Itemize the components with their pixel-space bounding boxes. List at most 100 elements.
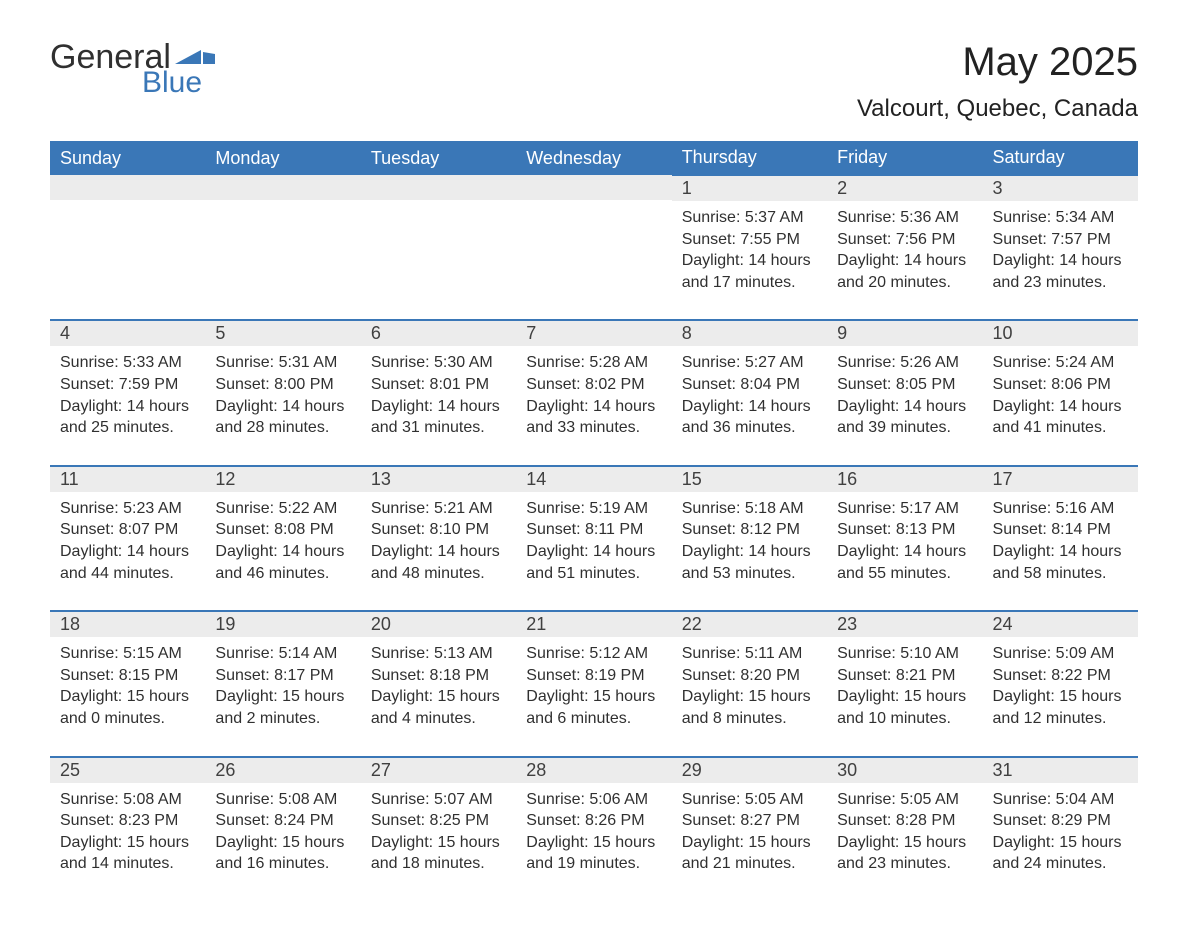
daylight-line1: Daylight: 14 hours	[371, 541, 506, 563]
sunset-text: Sunset: 8:10 PM	[371, 519, 506, 541]
daylight-line2: and 25 minutes.	[60, 417, 195, 439]
calendar-day-cell: 16Sunrise: 5:17 AMSunset: 8:13 PMDayligh…	[827, 466, 982, 611]
daylight-line1: Daylight: 14 hours	[993, 396, 1128, 418]
daylight-line1: Daylight: 14 hours	[682, 541, 817, 563]
weekday-header: Tuesday	[361, 141, 516, 175]
day-number: 4	[50, 321, 205, 346]
day-body: Sunrise: 5:19 AMSunset: 8:11 PMDaylight:…	[516, 492, 671, 610]
sunrise-text: Sunrise: 5:06 AM	[526, 789, 661, 811]
day-number: 14	[516, 467, 671, 492]
day-body: Sunrise: 5:07 AMSunset: 8:25 PMDaylight:…	[361, 783, 516, 901]
sunrise-text: Sunrise: 5:05 AM	[837, 789, 972, 811]
day-body: Sunrise: 5:08 AMSunset: 8:23 PMDaylight:…	[50, 783, 205, 901]
calendar-day-cell: 12Sunrise: 5:22 AMSunset: 8:08 PMDayligh…	[205, 466, 360, 611]
daylight-line2: and 6 minutes.	[526, 708, 661, 730]
empty-daynum-bar	[50, 175, 205, 200]
daylight-line2: and 24 minutes.	[993, 853, 1128, 875]
daylight-line2: and 28 minutes.	[215, 417, 350, 439]
day-body: Sunrise: 5:16 AMSunset: 8:14 PMDaylight:…	[983, 492, 1138, 610]
day-body: Sunrise: 5:11 AMSunset: 8:20 PMDaylight:…	[672, 637, 827, 755]
daylight-line2: and 20 minutes.	[837, 272, 972, 294]
day-number: 7	[516, 321, 671, 346]
daylight-line2: and 21 minutes.	[682, 853, 817, 875]
calendar-day-cell: 9Sunrise: 5:26 AMSunset: 8:05 PMDaylight…	[827, 320, 982, 465]
sunrise-text: Sunrise: 5:28 AM	[526, 352, 661, 374]
day-number: 6	[361, 321, 516, 346]
sunrise-text: Sunrise: 5:31 AM	[215, 352, 350, 374]
day-number: 20	[361, 612, 516, 637]
daylight-line2: and 41 minutes.	[993, 417, 1128, 439]
daylight-line2: and 17 minutes.	[682, 272, 817, 294]
day-body: Sunrise: 5:13 AMSunset: 8:18 PMDaylight:…	[361, 637, 516, 755]
sunset-text: Sunset: 8:11 PM	[526, 519, 661, 541]
calendar-day-cell: 30Sunrise: 5:05 AMSunset: 8:28 PMDayligh…	[827, 757, 982, 901]
sunset-text: Sunset: 8:29 PM	[993, 810, 1128, 832]
sunset-text: Sunset: 8:25 PM	[371, 810, 506, 832]
sunrise-text: Sunrise: 5:36 AM	[837, 207, 972, 229]
day-number: 17	[983, 467, 1138, 492]
sunrise-text: Sunrise: 5:11 AM	[682, 643, 817, 665]
daylight-line2: and 19 minutes.	[526, 853, 661, 875]
day-number: 19	[205, 612, 360, 637]
daylight-line1: Daylight: 14 hours	[60, 541, 195, 563]
sunrise-text: Sunrise: 5:26 AM	[837, 352, 972, 374]
day-number: 31	[983, 758, 1138, 783]
sunset-text: Sunset: 8:08 PM	[215, 519, 350, 541]
calendar-day-cell: 22Sunrise: 5:11 AMSunset: 8:20 PMDayligh…	[672, 611, 827, 756]
sunset-text: Sunset: 8:05 PM	[837, 374, 972, 396]
calendar-week-row: 11Sunrise: 5:23 AMSunset: 8:07 PMDayligh…	[50, 466, 1138, 611]
day-number: 5	[205, 321, 360, 346]
daylight-line1: Daylight: 14 hours	[526, 541, 661, 563]
daylight-line2: and 58 minutes.	[993, 563, 1128, 585]
daylight-line1: Daylight: 15 hours	[837, 686, 972, 708]
day-body: Sunrise: 5:14 AMSunset: 8:17 PMDaylight:…	[205, 637, 360, 755]
day-number: 13	[361, 467, 516, 492]
calendar-empty-cell	[516, 175, 671, 320]
sunrise-text: Sunrise: 5:13 AM	[371, 643, 506, 665]
calendar-day-cell: 8Sunrise: 5:27 AMSunset: 8:04 PMDaylight…	[672, 320, 827, 465]
day-number: 21	[516, 612, 671, 637]
flag-icon	[175, 44, 215, 68]
location-text: Valcourt, Quebec, Canada	[857, 95, 1138, 123]
calendar-day-cell: 19Sunrise: 5:14 AMSunset: 8:17 PMDayligh…	[205, 611, 360, 756]
calendar-day-cell: 3Sunrise: 5:34 AMSunset: 7:57 PMDaylight…	[983, 175, 1138, 320]
daylight-line2: and 8 minutes.	[682, 708, 817, 730]
daylight-line2: and 0 minutes.	[60, 708, 195, 730]
weekday-header: Wednesday	[516, 141, 671, 175]
calendar-day-cell: 2Sunrise: 5:36 AMSunset: 7:56 PMDaylight…	[827, 175, 982, 320]
daylight-line1: Daylight: 14 hours	[60, 396, 195, 418]
calendar-day-cell: 21Sunrise: 5:12 AMSunset: 8:19 PMDayligh…	[516, 611, 671, 756]
sunrise-text: Sunrise: 5:18 AM	[682, 498, 817, 520]
calendar-day-cell: 5Sunrise: 5:31 AMSunset: 8:00 PMDaylight…	[205, 320, 360, 465]
sunrise-text: Sunrise: 5:12 AM	[526, 643, 661, 665]
empty-daynum-bar	[361, 175, 516, 200]
sunrise-text: Sunrise: 5:15 AM	[60, 643, 195, 665]
empty-daynum-bar	[205, 175, 360, 200]
sunrise-text: Sunrise: 5:27 AM	[682, 352, 817, 374]
daylight-line2: and 53 minutes.	[682, 563, 817, 585]
sunset-text: Sunset: 8:28 PM	[837, 810, 972, 832]
sunset-text: Sunset: 8:13 PM	[837, 519, 972, 541]
daylight-line1: Daylight: 15 hours	[682, 832, 817, 854]
sunset-text: Sunset: 8:15 PM	[60, 665, 195, 687]
day-number: 27	[361, 758, 516, 783]
day-number: 22	[672, 612, 827, 637]
daylight-line2: and 16 minutes.	[215, 853, 350, 875]
daylight-line2: and 23 minutes.	[837, 853, 972, 875]
daylight-line2: and 51 minutes.	[526, 563, 661, 585]
title-block: May 2025 Valcourt, Quebec, Canada	[857, 40, 1138, 123]
sunrise-text: Sunrise: 5:17 AM	[837, 498, 972, 520]
day-number: 16	[827, 467, 982, 492]
calendar-day-cell: 27Sunrise: 5:07 AMSunset: 8:25 PMDayligh…	[361, 757, 516, 901]
sunset-text: Sunset: 8:24 PM	[215, 810, 350, 832]
daylight-line2: and 46 minutes.	[215, 563, 350, 585]
calendar-day-cell: 29Sunrise: 5:05 AMSunset: 8:27 PMDayligh…	[672, 757, 827, 901]
day-body: Sunrise: 5:17 AMSunset: 8:13 PMDaylight:…	[827, 492, 982, 610]
daylight-line2: and 23 minutes.	[993, 272, 1128, 294]
daylight-line1: Daylight: 15 hours	[682, 686, 817, 708]
daylight-line1: Daylight: 15 hours	[993, 832, 1128, 854]
calendar-empty-cell	[50, 175, 205, 320]
day-body: Sunrise: 5:09 AMSunset: 8:22 PMDaylight:…	[983, 637, 1138, 755]
daylight-line2: and 33 minutes.	[526, 417, 661, 439]
sunset-text: Sunset: 8:06 PM	[993, 374, 1128, 396]
